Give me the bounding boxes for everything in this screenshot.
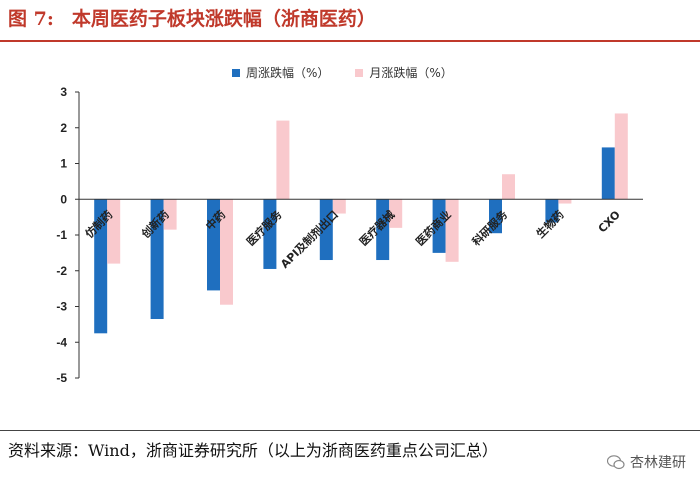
bar-weekly: [319, 199, 333, 261]
figure-title-text: 本周医药子板块涨跌幅（浙商医药）: [71, 8, 376, 30]
bar-weekly: [545, 199, 559, 223]
bar-monthly: [445, 199, 459, 262]
bar-weekly: [601, 147, 615, 200]
bar-monthly: [107, 199, 121, 264]
bar-monthly: [614, 113, 628, 200]
bar-weekly: [94, 199, 108, 334]
y-tick-label: -1: [56, 228, 67, 242]
bar-monthly: [163, 199, 177, 230]
bar-monthly: [332, 199, 346, 214]
bar-weekly: [150, 199, 164, 320]
bar-weekly: [432, 199, 446, 253]
bar-monthly: [276, 120, 290, 200]
bar-weekly: [207, 199, 220, 291]
bar-monthly: [220, 199, 233, 305]
bar-monthly: [389, 199, 403, 228]
legend-label-monthly: 月涨跌幅（%）: [369, 66, 453, 80]
bar-weekly: [489, 199, 502, 234]
y-tick-label: -2: [56, 264, 67, 278]
legend-item-monthly: 月涨跌幅（%）: [355, 64, 453, 81]
legend-label-weekly: 周涨跌幅（%）: [246, 66, 330, 80]
y-tick-label: 0: [60, 192, 67, 206]
wechat-icon: [607, 454, 625, 469]
x-category-label: CXO: [596, 208, 623, 235]
y-tick-label: -3: [56, 300, 67, 314]
y-tick-label: 3: [60, 85, 67, 99]
bar-weekly: [263, 199, 277, 269]
source-rule: [0, 430, 700, 431]
legend-swatch-monthly: [355, 68, 364, 77]
y-tick-label: 2: [60, 121, 67, 135]
title-rule: [0, 40, 700, 42]
source-note: 资料来源：Wind，浙商证券研究所（以上为浙商医药重点公司汇总）: [8, 441, 498, 460]
figure-title: 图 7: 本周医药子板块涨跌幅（浙商医药）: [8, 4, 376, 34]
legend-item-weekly: 周涨跌幅（%）: [232, 64, 329, 81]
bar-weekly: [376, 199, 390, 261]
chart-legend: 周涨跌幅（%） 月涨跌幅（%）: [232, 64, 453, 81]
y-tick-label: -4: [56, 335, 67, 349]
legend-swatch-weekly: [232, 68, 240, 77]
figure-number: 图 7:: [8, 8, 54, 30]
watermark: 杏林建研: [607, 452, 686, 472]
bar-monthly: [502, 174, 515, 200]
y-tick-label: -5: [56, 371, 67, 385]
watermark-text: 杏林建研: [630, 455, 686, 471]
bar-monthly: [558, 199, 572, 204]
y-tick-label: 1: [60, 157, 67, 171]
